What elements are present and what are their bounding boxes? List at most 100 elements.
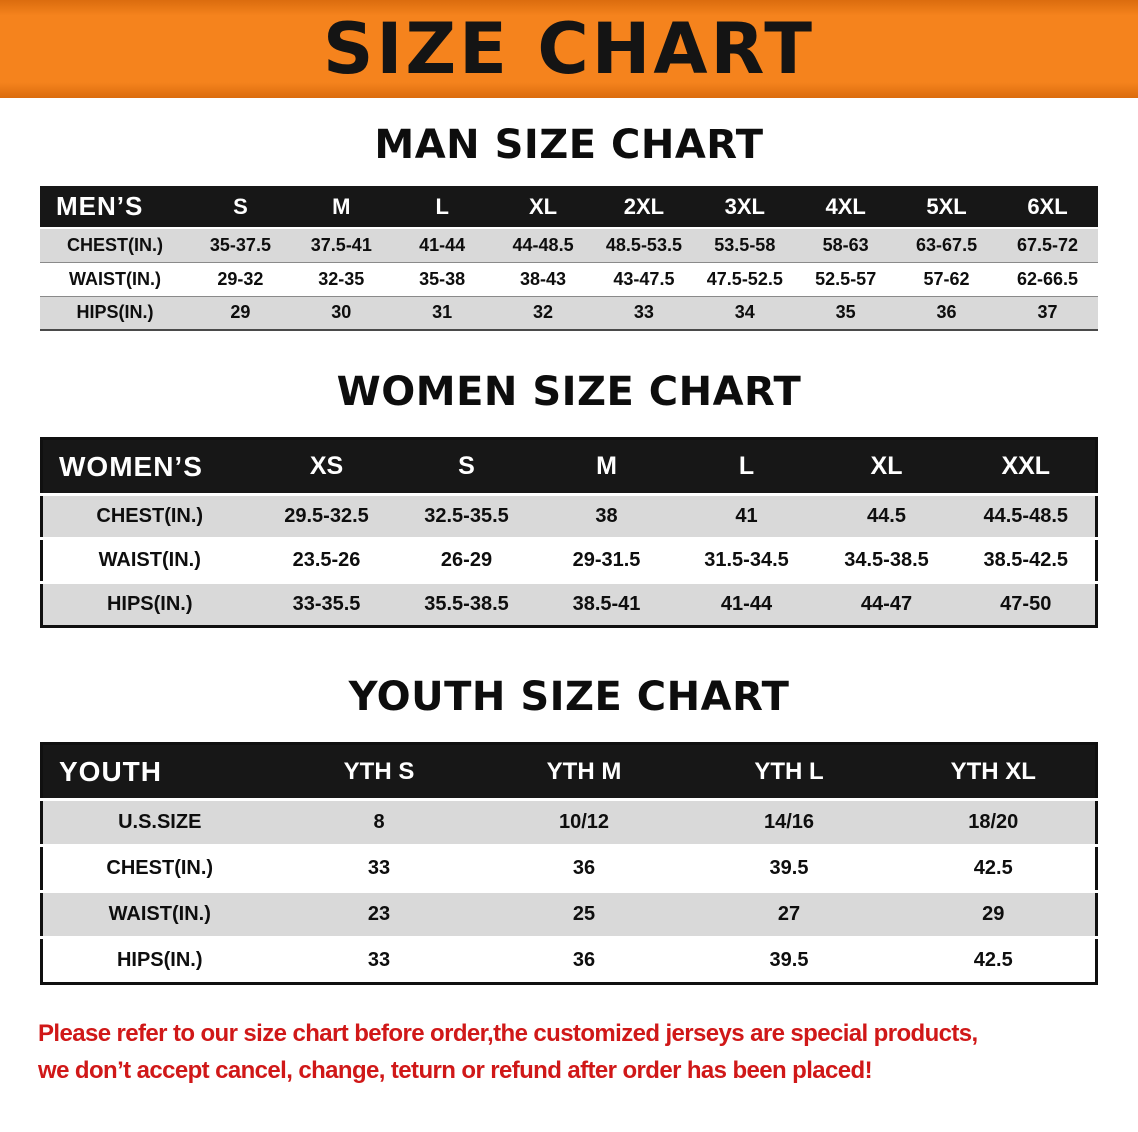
size-value-cell: 29 [230, 302, 251, 323]
size-column-header: L [676, 438, 817, 495]
size-value-cell: 48.5-53.5 [605, 234, 682, 255]
youth-section-heading: YOUTH SIZE CHART [348, 674, 790, 720]
size-column-header: XS [256, 438, 397, 495]
measurement-label: HIPS(IN.) [76, 302, 154, 323]
youth-size-table: YOUTH YTH S YTH M YTH L YTH XL U.S.SIZE 8 10/12… [40, 742, 1098, 985]
measurement-label: CHEST(IN.) [96, 505, 204, 527]
size-value-cell: 23.5-26 [292, 549, 361, 571]
size-column-header: YTH L [686, 743, 892, 800]
size-value-cell: 47.5-52.5 [706, 268, 783, 289]
size-value-cell: 38 [595, 505, 618, 527]
size-value-cell: 35 [835, 302, 856, 323]
measurement-label: WAIST(IN.) [98, 549, 201, 571]
youth-size-section: YOUTH SIZE CHART YOUTH YTH S YTH M YTH L YTH… [0, 674, 1138, 985]
measurement-row: CHEST(IN.) 33 36 39.5 42.5 [41, 845, 1097, 892]
size-value-cell: 36 [572, 949, 596, 971]
men-section-heading: MAN SIZE CHART [374, 122, 764, 168]
size-value-cell: 58-63 [822, 234, 869, 255]
measurement-row: CHEST(IN.) 35-37.5 37.5-41 41-44 44-48.5 48.5… [40, 228, 1098, 262]
size-value-cell: 37.5-41 [310, 234, 372, 255]
size-value-cell: 36 [572, 857, 596, 879]
size-value-cell: 63-67.5 [916, 234, 978, 255]
size-value-cell: 29-32 [217, 268, 264, 289]
size-value-cell: 39.5 [769, 949, 809, 971]
size-value-cell: 44-47 [860, 593, 913, 615]
measurement-label: HIPS(IN.) [116, 949, 203, 971]
size-value-cell: 44.5-48.5 [983, 505, 1068, 527]
size-value-cell: 39.5 [769, 857, 809, 879]
measurement-row: HIPS(IN.) 33-35.5 35.5-38.5 38.5-41 41-44 44-… [41, 582, 1097, 627]
banner: SIZE CHART [0, 0, 1138, 98]
size-value-cell: 34 [734, 302, 755, 323]
size-value-cell: 41-44 [720, 593, 773, 615]
size-value-cell: 44.5 [867, 505, 906, 527]
disclaimer-line-2: we don’t accept cancel, change, teturn o… [38, 1057, 873, 1085]
size-value-cell: 8 [373, 811, 385, 833]
men-size-section: MAN SIZE CHART MEN’S S M L XL 2XL 3XL 4XL 5XL 6XL… [0, 122, 1138, 331]
size-value-cell: 32 [533, 302, 554, 323]
table-title: WOMEN’S [41, 438, 257, 495]
table-title: YOUTH [41, 743, 277, 800]
size-value-cell: 37 [1037, 302, 1058, 323]
size-column-header: YTH S [276, 743, 482, 800]
size-value-cell: 27 [777, 903, 801, 925]
table-header-row: MEN’S S M L XL 2XL 3XL 4XL 5XL 6XL [40, 186, 1098, 228]
measurement-label: WAIST(IN.) [69, 268, 161, 289]
size-value-cell: 38-43 [520, 268, 567, 289]
size-value-cell: 33 [367, 857, 391, 879]
women-size-section: WOMEN SIZE CHART WOMEN’S XS S M L XL XXL CHEST(… [0, 369, 1138, 628]
measurement-row: HIPS(IN.) 33 36 39.5 42.5 [41, 937, 1097, 984]
women-size-table: WOMEN’S XS S M L XL XXL CHEST(IN.) 29.5-32.5 32.5… [40, 437, 1098, 628]
size-value-cell: 33 [633, 302, 654, 323]
size-column-header: M [290, 186, 392, 228]
size-column-header: 2XL [593, 186, 695, 228]
size-value-cell: 23 [367, 903, 391, 925]
size-value-cell: 44-48.5 [512, 234, 574, 255]
women-section-heading: WOMEN SIZE CHART [336, 369, 802, 415]
size-value-cell: 34.5-38.5 [844, 549, 929, 571]
measurement-label: CHEST(IN.) [106, 857, 214, 879]
size-column-header: 4XL [795, 186, 897, 228]
size-value-cell: 33-35.5 [292, 593, 361, 615]
size-value-cell: 62-66.5 [1016, 268, 1079, 289]
measurement-label: U.S.SIZE [118, 811, 202, 833]
size-value-cell: 67.5-72 [1016, 234, 1079, 255]
size-column-header: 6XL [997, 186, 1098, 228]
size-value-cell: 47-50 [1000, 593, 1052, 615]
size-value-cell: 29-31.5 [572, 549, 641, 571]
size-column-header: YTH M [481, 743, 687, 800]
size-value-cell: 31.5-34.5 [704, 549, 789, 571]
measurement-row: WAIST(IN.) 23 25 27 29 [41, 891, 1097, 938]
measurement-row: U.S.SIZE 8 10/12 14/16 18/20 [41, 799, 1097, 846]
size-value-cell: 14/16 [763, 811, 815, 833]
table-header-row: YOUTH YTH S YTH M YTH L YTH XL [41, 743, 1097, 800]
table-title: MEN’S [40, 186, 190, 228]
size-column-header: XXL [956, 438, 1097, 495]
size-value-cell: 42.5 [973, 857, 1013, 879]
size-column-header: XL [492, 186, 594, 228]
size-value-cell: 30 [331, 302, 352, 323]
size-value-cell: 38.5-41 [572, 593, 641, 615]
measurement-row: CHEST(IN.) 29.5-32.5 32.5-35.5 38 41 44.5 44.5… [41, 494, 1097, 539]
size-column-header: L [391, 186, 493, 228]
page-title: SIZE CHART [322, 8, 816, 90]
size-column-header: S [190, 186, 291, 228]
size-value-cell: 42.5 [973, 949, 1013, 971]
measurement-row: WAIST(IN.) 29-32 32-35 35-38 38-43 43-47.5 47.… [40, 262, 1098, 296]
size-value-cell: 41 [735, 505, 758, 527]
men-size-table: MEN’S S M L XL 2XL 3XL 4XL 5XL 6XL CHEST(IN.) 35-37… [40, 186, 1098, 331]
size-value-cell: 36 [936, 302, 957, 323]
size-value-cell: 10/12 [558, 811, 610, 833]
size-value-cell: 57-62 [923, 268, 970, 289]
size-value-cell: 31 [432, 302, 453, 323]
size-value-cell: 43-47.5 [613, 268, 675, 289]
measurement-row: HIPS(IN.) 29 30 31 32 33 34 35 36 37 [40, 296, 1098, 330]
measurement-label: WAIST(IN.) [108, 903, 211, 925]
disclaimer-note: Please refer to our size chart before or… [38, 1015, 1130, 1089]
size-column-header: M [536, 438, 677, 495]
size-value-cell: 35.5-38.5 [424, 593, 509, 615]
size-column-header: YTH XL [891, 743, 1097, 800]
measurement-row: WAIST(IN.) 23.5-26 26-29 29-31.5 31.5-34.5 34… [41, 538, 1097, 583]
disclaimer-line-1: Please refer to our size chart before or… [38, 1020, 978, 1047]
size-column-header: XL [816, 438, 957, 495]
